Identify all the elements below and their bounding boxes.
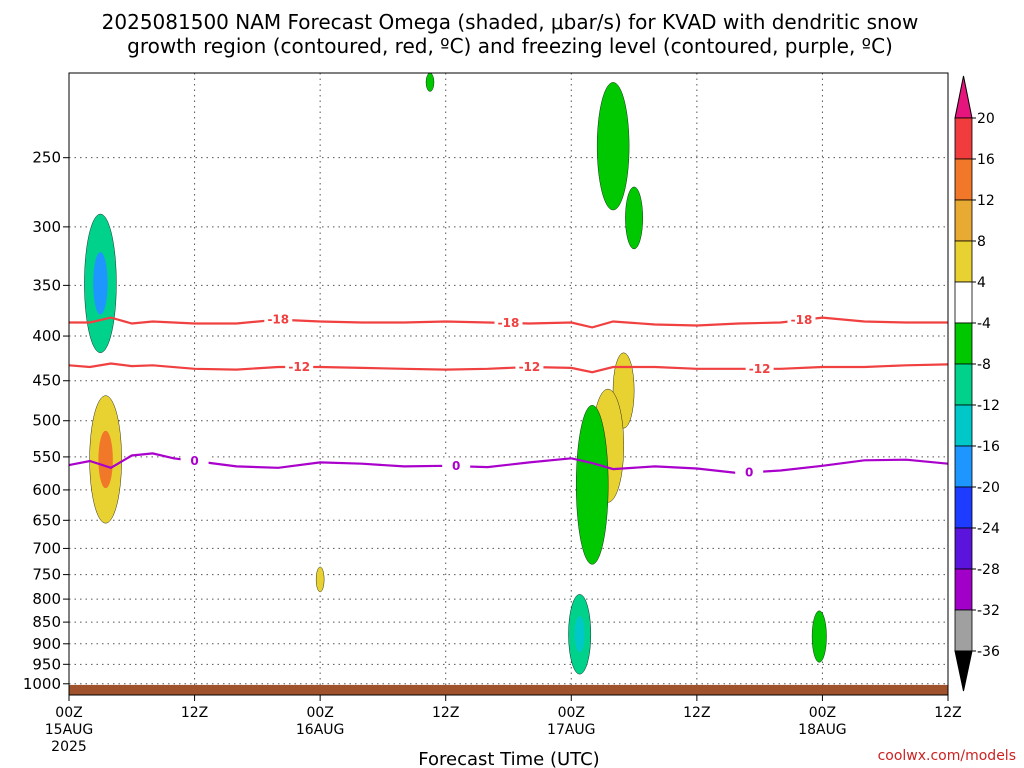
- colorbar-label: 16: [977, 152, 995, 168]
- contour-isotherm: [68, 362, 949, 374]
- colorbar-swatch: [954, 445, 973, 488]
- omega-ascent-region: [425, 73, 435, 92]
- y-tick-label: 400: [32, 327, 61, 345]
- contour-label: -12: [749, 362, 771, 376]
- colorbar-label: -4: [977, 316, 991, 332]
- contour-label: -12: [288, 360, 310, 374]
- y-tick-label: 450: [32, 372, 61, 390]
- contour-label-bg: [285, 359, 314, 375]
- contour-isotherm: [69, 316, 948, 329]
- y-tick-label: 550: [32, 448, 61, 466]
- colorbar-swatch: [954, 609, 973, 652]
- omega-ascent-region: [625, 186, 643, 250]
- x-tick-date: 16AUG: [296, 722, 345, 738]
- colorbar-swatch: [954, 486, 973, 529]
- contour-label-bg: [515, 359, 544, 375]
- omega-ascent-core: [574, 616, 585, 653]
- plot-area: -18 -18 -18 -12 -12 -12 0 0 0: [68, 72, 949, 696]
- omega-ascent-core: [93, 252, 108, 315]
- y-tick-label: 1000: [23, 675, 61, 693]
- chart-title-line-1: 2025081500 NAM Forecast Omega (shaded, μ…: [102, 10, 919, 34]
- y-axis: 250 300 350 400 450 500 550 600 650 700 750 800 850 9…: [23, 149, 69, 693]
- contour-label: 0: [190, 454, 198, 468]
- omega-ascent-region: [811, 610, 827, 663]
- colorbar-swatch: [954, 158, 973, 201]
- colorbar-label: 8: [977, 234, 986, 250]
- y-tick-label: 850: [32, 613, 61, 631]
- omega-descent-region: [315, 566, 325, 593]
- colorbar-swatch: [954, 527, 973, 570]
- y-tick-label: 700: [32, 539, 61, 557]
- x-tick-label: 12Z: [432, 705, 459, 721]
- omega-descent-core: [98, 430, 113, 489]
- contour-label-bg: [494, 315, 523, 331]
- colorbar-label: -20: [977, 480, 1000, 496]
- colorbar-over-arrow: [954, 75, 973, 119]
- x-tick-label: 12Z: [181, 705, 208, 721]
- colorbar-label: -32: [977, 603, 1000, 619]
- colorbar: 20 16 12 8 4 -4 -8 -12 -16 -20 -24 -28 -32 -36: [954, 75, 1000, 692]
- colorbar-label: -36: [977, 644, 1000, 660]
- y-tick-label: 900: [32, 635, 61, 653]
- y-tick-label: 750: [32, 566, 61, 584]
- contour-label: -18: [498, 316, 520, 330]
- contour-label-bg: [264, 311, 293, 327]
- y-tick-label: 950: [32, 655, 61, 673]
- colorbar-label: -24: [977, 521, 1000, 537]
- colorbar-label: -8: [977, 357, 991, 373]
- colorbar-swatch: [954, 117, 973, 160]
- credit-link[interactable]: coolwx.com/models: [878, 748, 1016, 764]
- contour-label-bg: [180, 453, 209, 469]
- x-axis-label: Forecast Time (UTC): [418, 749, 599, 768]
- plot-frame: [68, 72, 949, 696]
- contour-label: 0: [745, 465, 753, 479]
- contour-label: -18: [791, 313, 813, 327]
- chart-title-line-2: growth region (contoured, red, ºC) and f…: [127, 34, 893, 58]
- omega-ascent-region: [576, 405, 609, 565]
- colorbar-swatch: [954, 199, 973, 242]
- x-tick-date: 17AUG: [547, 722, 596, 738]
- x-tick-year: 2025: [51, 739, 87, 755]
- colorbar-swatch: [954, 363, 973, 406]
- y-tick-label: 350: [32, 276, 61, 294]
- x-tick-date: 18AUG: [798, 722, 847, 738]
- y-tick-label: 300: [32, 218, 61, 236]
- y-tick-label: 600: [32, 481, 61, 499]
- colorbar-swatch: [954, 568, 973, 611]
- omega-shading: [84, 73, 827, 675]
- colorbar-swatch: [954, 240, 973, 283]
- contour-label-bg: [745, 360, 774, 376]
- y-tick-label: 650: [32, 511, 61, 529]
- contour-label-bg: [787, 312, 816, 328]
- y-tick-label: 500: [32, 412, 61, 430]
- colorbar-label: -16: [977, 439, 1000, 455]
- colorbar-label: -28: [977, 562, 1000, 578]
- x-tick-label: 00Z: [809, 705, 836, 721]
- y-tick-label: 800: [32, 590, 61, 608]
- x-tick-label: 12Z: [934, 705, 961, 721]
- contour-label: -18: [267, 313, 289, 327]
- x-tick-label: 00Z: [558, 705, 585, 721]
- contour-label: -12: [519, 360, 541, 374]
- contour-label-bg: [735, 464, 764, 480]
- colorbar-label: 12: [977, 193, 995, 209]
- x-tick-label: 12Z: [683, 705, 710, 721]
- x-tick-label: 00Z: [306, 705, 333, 721]
- colorbar-label: -12: [977, 398, 1000, 414]
- colorbar-swatch: [954, 404, 973, 447]
- colorbar-label: 4: [977, 275, 986, 291]
- colorbar-label: 20: [977, 111, 995, 127]
- y-tick-label: 250: [32, 149, 61, 167]
- colorbar-under-arrow: [954, 650, 973, 692]
- colorbar-swatch: [954, 281, 973, 324]
- contour-label: 0: [452, 459, 460, 473]
- terrain-fill: [69, 684, 948, 695]
- x-tick-label: 00Z: [55, 705, 82, 721]
- colorbar-swatch: [954, 322, 973, 365]
- x-tick-date: 15AUG: [45, 722, 94, 738]
- omega-ascent-region: [596, 82, 630, 211]
- contour-label-bg: [442, 458, 471, 474]
